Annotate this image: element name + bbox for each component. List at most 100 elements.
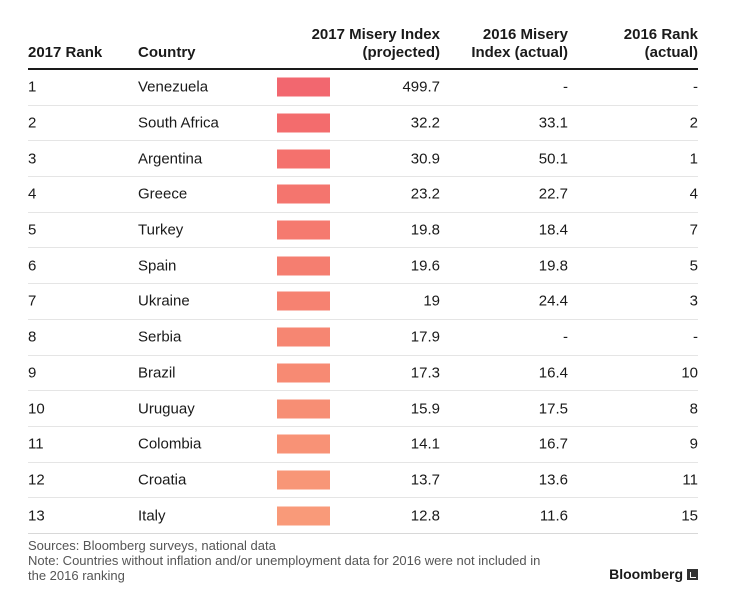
- country-cell: Venezuela: [138, 78, 209, 96]
- rank-2016-cell: 3: [689, 292, 698, 310]
- rank-2017-cell: 12: [28, 471, 45, 489]
- misery-2016-value: 33.1: [538, 114, 568, 132]
- rank-2016-cell: 5: [689, 257, 698, 275]
- country-cell: Turkey: [138, 221, 184, 239]
- misery-2016-value: 18.4: [538, 221, 568, 239]
- misery-2016-value: -: [563, 328, 568, 346]
- rank-2017-cell: 4: [28, 185, 37, 203]
- misery-2017-value: 23.2: [410, 185, 440, 203]
- misery-2017-value: 30.9: [410, 150, 440, 168]
- sources-text: Sources: Bloomberg surveys, national dat…: [28, 538, 276, 553]
- misery-2017-value: 15.9: [410, 400, 440, 418]
- rank-2017-cell: 9: [28, 364, 37, 382]
- note-text-line2: the 2016 ranking: [28, 568, 125, 583]
- country-cell: Spain: [138, 257, 177, 275]
- misery-2017-value: 19.6: [410, 257, 440, 275]
- misery-2017-value: 19: [423, 292, 440, 310]
- rank-2016-cell: 4: [689, 185, 698, 203]
- header-2017-misery-line2: (projected): [362, 44, 440, 61]
- misery-2016-value: 13.6: [538, 471, 568, 489]
- misery-2016-value: 11.6: [539, 507, 568, 525]
- misery-index-bar: [277, 399, 330, 419]
- header-2016-rank-line1: 2016 Rank: [623, 26, 698, 43]
- header-2016-rank-line2: (actual): [644, 44, 698, 61]
- misery-2017-value: 17.3: [410, 364, 440, 382]
- misery-index-bar: [277, 434, 330, 454]
- country-cell: Italy: [138, 507, 166, 525]
- misery-2017-value: 17.9: [410, 328, 440, 346]
- header-2016-misery-index: 2016 Misery Index (actual): [471, 26, 568, 62]
- header-2016-misery-line1: 2016 Misery: [482, 26, 568, 43]
- country-cell: Uruguay: [138, 400, 195, 418]
- table-body: 1 Venezuela 499.7- -2 South Africa 32.2 33.1 2 3…: [28, 70, 698, 534]
- country-cell: South Africa: [138, 114, 219, 132]
- rank-2017-cell: 10: [28, 400, 45, 418]
- bloomberg-logo: Bloomberg: [609, 566, 698, 582]
- rank-2017-cell: 1: [28, 78, 37, 96]
- misery-index-bar: [277, 77, 330, 97]
- rank-2016-cell: 7: [689, 221, 698, 239]
- country-cell: Colombia: [138, 435, 202, 453]
- misery-2016-value: -: [563, 78, 568, 96]
- table-row: 8 Serbia 17.9 - -: [28, 320, 698, 356]
- misery-2017-value: 32.2: [410, 114, 440, 132]
- country-cell: Ukraine: [138, 292, 190, 310]
- misery-index-bar: [277, 184, 330, 204]
- rank-2016-cell: 11: [682, 471, 698, 489]
- rank-2016-cell: 2: [689, 114, 698, 132]
- table-row: 10 Uruguay 15.9 17.5 8: [28, 391, 698, 427]
- misery-2016-value: 50.1: [538, 150, 568, 168]
- misery-2017-value: 12.8: [410, 507, 440, 525]
- rank-2016-cell: -: [693, 328, 698, 346]
- rank-2016-cell: 9: [689, 435, 698, 453]
- misery-2016-value: 22.7: [538, 185, 568, 203]
- table-row: 9 Brazil 17.3 16.4 10: [28, 356, 698, 392]
- misery-index-bar: [277, 470, 330, 490]
- header-2017-misery-line1: 2017 Misery Index: [311, 26, 440, 43]
- bloomberg-terminal-icon: [687, 568, 698, 580]
- table-header: 2017 Rank Country 2017 Misery Index (pro…: [28, 24, 698, 70]
- table-row: 6 Spain 19.6 19.8 5: [28, 248, 698, 285]
- misery-index-bar: [277, 113, 330, 133]
- header-2016-rank: 2016 Rank (actual): [624, 26, 698, 62]
- rank-2017-cell: 8: [28, 328, 37, 346]
- rank-2016-cell: -: [693, 78, 698, 96]
- table-row: 5 Turkey 19.8 18.4 7: [28, 213, 698, 249]
- country-cell: Argentina: [138, 150, 203, 168]
- misery-index-bar: [277, 291, 330, 311]
- misery-2017-value: 14.1: [410, 435, 440, 453]
- table-row: 13 Italy 12.8 11.6 15: [28, 498, 698, 534]
- country-cell: Brazil: [138, 364, 176, 382]
- rank-2016-cell: 10: [681, 364, 698, 382]
- rank-2017-cell: 13: [28, 507, 45, 525]
- misery-2016-value: 17.5: [538, 400, 568, 418]
- country-cell: Serbia: [138, 328, 182, 346]
- table-row: 3 Argentina 30.9 50.1 1: [28, 141, 698, 178]
- rank-2017-cell: 3: [28, 150, 37, 168]
- misery-index-bar: [277, 506, 330, 526]
- misery-2017-value: 499.7: [402, 78, 440, 96]
- header-2017-rank: 2017 Rank: [28, 44, 103, 61]
- note-text-line1: Note: Countries without inflation and/or…: [28, 553, 541, 568]
- rank-2016-cell: 8: [689, 400, 698, 418]
- misery-index-bar: [277, 363, 330, 383]
- table-row: 2 South Africa 32.2 33.1 2: [28, 106, 698, 142]
- rank-2017-cell: 11: [28, 435, 44, 453]
- rank-2017-cell: 2: [28, 114, 37, 132]
- table-row: 7 Ukraine 19 24.4 3: [28, 284, 698, 320]
- misery-index-table: 2017 Rank Country 2017 Misery Index (pro…: [28, 24, 698, 534]
- country-cell: Greece: [138, 185, 188, 203]
- rank-2016-cell: 15: [681, 507, 698, 525]
- table-row: 4 Greece 23.2 22.7 4: [28, 177, 698, 213]
- misery-index-bar: [277, 149, 330, 169]
- rank-2017-cell: 5: [28, 221, 37, 239]
- misery-index-bar: [277, 220, 330, 240]
- country-cell: Croatia: [138, 471, 187, 489]
- rank-2016-cell: 1: [689, 150, 698, 168]
- misery-2017-value: 19.8: [410, 221, 440, 239]
- misery-2016-value: 16.4: [538, 364, 568, 382]
- misery-2017-value: 13.7: [410, 471, 440, 489]
- rank-2017-cell: 6: [28, 257, 37, 275]
- header-2016-misery-line2: Index (actual): [471, 44, 568, 61]
- header-country: Country: [138, 44, 196, 61]
